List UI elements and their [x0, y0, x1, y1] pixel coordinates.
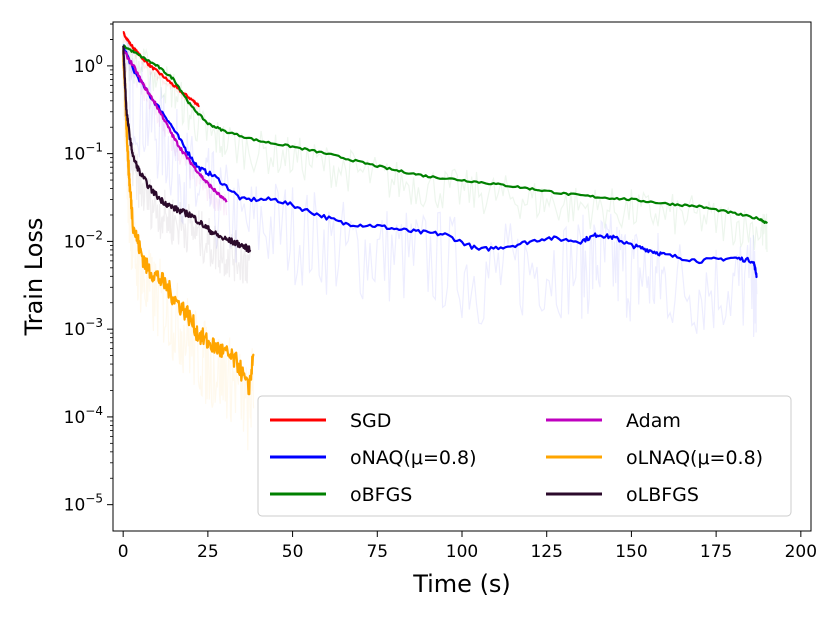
y-tick-label: 10−1 [64, 141, 103, 165]
legend-label: oLBFGS [626, 484, 699, 506]
legend: SGD Adam oNAQ(μ=0.8) oLNAQ(μ=0.8) oBFGS oLBFG… [257, 395, 792, 517]
legend-box [257, 395, 792, 517]
x-tick-label: 100 [446, 542, 478, 562]
y-tick-exponent: −1 [85, 141, 103, 155]
x-tick-label: 0 [118, 542, 129, 562]
series-adam-line [122, 49, 228, 203]
x-axis-label: Time (s) [412, 570, 511, 598]
series-layer [122, 31, 768, 396]
y-tick-exponent: −4 [85, 404, 103, 418]
y-tick-label: 10−3 [64, 316, 103, 340]
y-tick-label: 100 [74, 53, 103, 77]
raw-onaq-0-8-line [122, 36, 758, 338]
y-tick-exponent: −2 [85, 228, 103, 242]
series-obfgs-line [123, 44, 768, 224]
y-axis-label: Train Loss [20, 218, 48, 337]
legend-label: oNAQ(μ=0.8) [350, 447, 477, 469]
series-olnaq-0-8-line [122, 49, 255, 396]
series-onaq-0-8-line [122, 44, 758, 279]
y-tick-base: 10 [74, 57, 96, 77]
y-tick-base: 10 [64, 232, 86, 252]
series-olbfgs-line [122, 45, 252, 253]
x-tick-label: 175 [700, 542, 732, 562]
x-tick-label: 150 [615, 542, 647, 562]
raw-olnaq-0-8-line [122, 63, 255, 451]
y-tick-exponent: −5 [85, 492, 103, 506]
x-tick-label: 125 [530, 542, 562, 562]
y-tick-exponent: 0 [95, 53, 103, 67]
y-tick-label: 10−5 [64, 492, 103, 516]
raw-adam-line [122, 50, 228, 216]
x-tick-label: 50 [282, 542, 304, 562]
legend-label: oBFGS [350, 484, 412, 506]
x-tick-label: 25 [197, 542, 219, 562]
y-tick-base: 10 [64, 496, 86, 516]
legend-label: Adam [626, 410, 681, 432]
legend-label: SGD [350, 410, 391, 432]
x-tick-label: 200 [785, 542, 817, 562]
y-tick-label: 10−2 [64, 228, 103, 252]
x-axis: 0 25 50 75 100 125 150 175 200 [118, 531, 817, 562]
y-tick-exponent: −3 [85, 316, 103, 330]
y-tick-base: 10 [64, 320, 86, 340]
raw-obfgs-line [122, 40, 768, 253]
y-tick-label: 10−4 [64, 404, 103, 428]
x-tick-label: 75 [366, 542, 388, 562]
legend-label: oLNAQ(μ=0.8) [626, 447, 763, 469]
series-sgd-line [122, 31, 200, 108]
raw-noise-layer [122, 30, 768, 451]
y-tick-base: 10 [64, 408, 86, 428]
y-tick-base: 10 [64, 145, 86, 165]
